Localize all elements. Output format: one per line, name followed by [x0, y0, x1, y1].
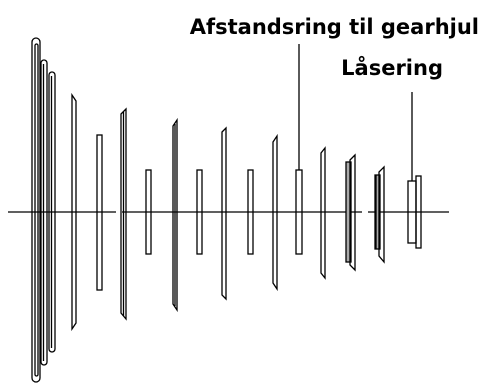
- shaded-disc-1: [345, 153, 356, 272]
- locking-ring-label: Låsering: [341, 56, 443, 80]
- disc-9: [320, 146, 326, 280]
- shaded-disc-2: [374, 165, 385, 264]
- disc-8: [272, 133, 278, 292]
- spacer-gear-ring: [295, 44, 303, 255]
- disc-5: [120, 107, 127, 321]
- spacer-3: [196, 169, 203, 255]
- disc-2: [40, 59, 48, 366]
- spacer-1: [96, 134, 103, 291]
- spacer-4: [247, 169, 254, 255]
- outer-disc: [31, 37, 41, 383]
- spacer-ring-label: Afstandsring til gearhjul: [189, 15, 479, 39]
- disc-7: [221, 126, 227, 301]
- disc-3: [48, 71, 56, 353]
- disc-6: [172, 117, 178, 313]
- spacer-2: [145, 169, 152, 255]
- disc-4: [71, 92, 77, 332]
- locking-ring: [407, 92, 422, 249]
